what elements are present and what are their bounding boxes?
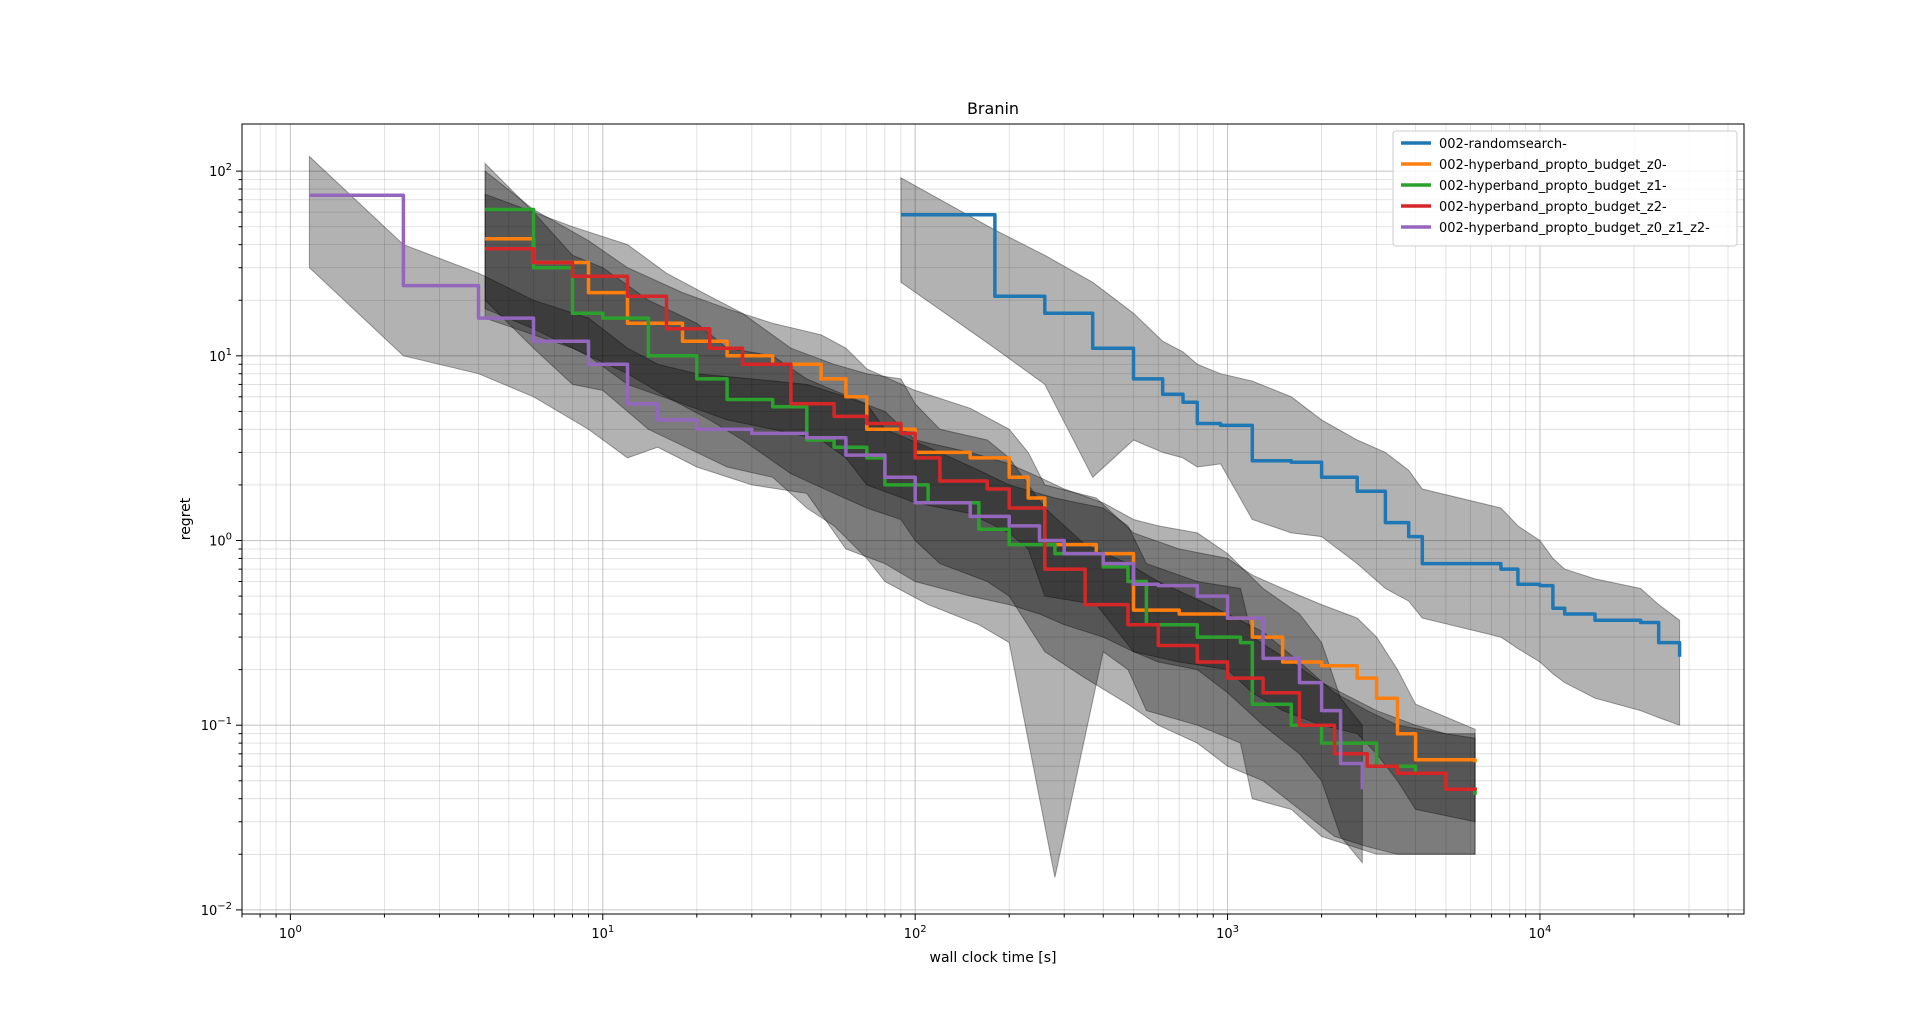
confidence-band-1 [484, 170, 1476, 823]
x-axis-label: wall clock time [s] [930, 950, 1057, 966]
legend-label-2: 002-hyperband_propto_budget_z1- [1439, 179, 1667, 194]
series-line-3 [485, 247, 1477, 791]
legend-label-4: 002-hyperband_propto_budget_z0_z1_z2- [1439, 221, 1710, 236]
y-tick-base: 10 [209, 350, 226, 365]
x-tick-base: 10 [591, 927, 608, 942]
y-tick-exponent: 0 [226, 532, 232, 543]
x-tick-base: 10 [1216, 927, 1233, 942]
confidence-band-4 [308, 155, 1363, 865]
y-tick-label: 100 [209, 532, 232, 550]
x-tick-label: 104 [1528, 924, 1551, 942]
y-tick-exponent: −1 [217, 716, 232, 727]
y-tick-label: 10−1 [201, 716, 232, 734]
legend-label-0: 002-randomsearch- [1439, 137, 1567, 152]
x-tick-base: 10 [1528, 927, 1545, 942]
y-tick-exponent: 2 [226, 162, 232, 173]
confidence-band-0 [900, 176, 1681, 726]
x-tick-exponent: 2 [920, 924, 926, 935]
x-tick-exponent: 0 [295, 924, 301, 935]
legend-box [1392, 130, 1738, 247]
x-tick-label: 101 [591, 924, 614, 942]
y-tick-base: 10 [201, 904, 218, 919]
plot-area-frame [241, 123, 1745, 915]
y-tick-label: 101 [209, 347, 232, 365]
y-tick-base: 10 [201, 719, 218, 734]
x-tick-label: 103 [1216, 924, 1239, 942]
legend: 002-randomsearch- 002-hyperband_propto_bu… [1392, 130, 1738, 247]
x-tick-label: 102 [904, 924, 927, 942]
x-tick-exponent: 4 [1545, 924, 1551, 935]
y-axis-label: regret [178, 497, 194, 540]
y-tick-exponent: 1 [226, 347, 232, 358]
x-axis-ticks: 100 101 102 103 104 [241, 914, 1729, 942]
x-tick-base: 10 [279, 927, 296, 942]
chart-title: Branin [967, 99, 1019, 118]
y-tick-base: 10 [209, 535, 226, 550]
y-tick-label: 102 [209, 162, 232, 180]
y-tick-label: 10−2 [201, 901, 232, 919]
x-tick-label: 100 [279, 924, 302, 942]
legend-label-1: 002-hyperband_propto_budget_z0- [1439, 158, 1667, 173]
y-tick-exponent: −2 [217, 901, 232, 912]
y-tick-base: 10 [209, 165, 226, 180]
series-line-0 [900, 213, 1682, 657]
series-lines [309, 193, 1682, 795]
x-tick-exponent: 1 [608, 924, 614, 935]
series-line-1 [485, 237, 1477, 763]
series-line-4 [309, 193, 1365, 790]
x-tick-base: 10 [904, 927, 921, 942]
x-tick-exponent: 3 [1233, 924, 1239, 935]
legend-label-3: 002-hyperband_propto_budget_z2- [1439, 200, 1667, 215]
